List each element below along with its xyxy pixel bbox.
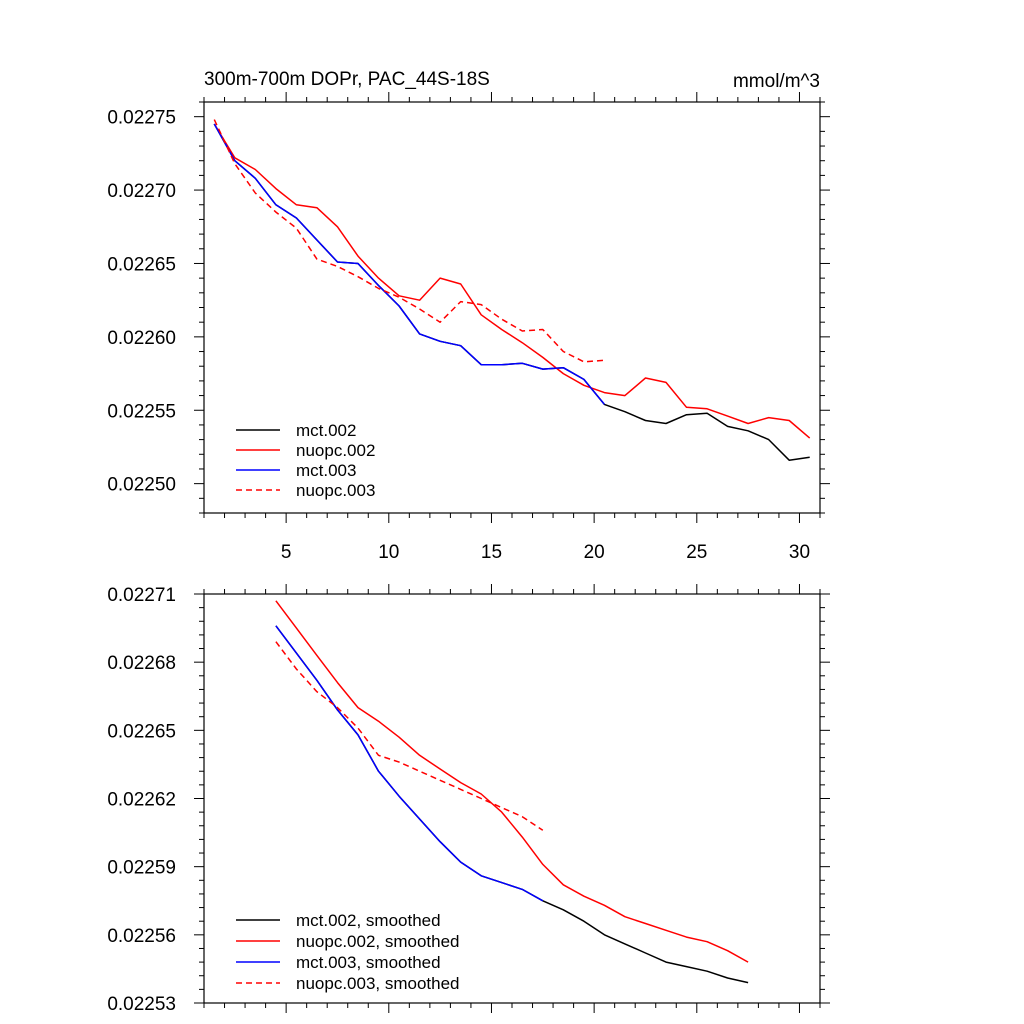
y-tick-label: 0.02275 bbox=[107, 108, 176, 129]
y-tick-label: 0.02260 bbox=[107, 328, 176, 349]
series-line-nuopc-002 bbox=[213, 123, 811, 439]
x-tick-label: 20 bbox=[584, 542, 605, 563]
series-line-nuopc-002-smoothed bbox=[275, 600, 749, 963]
y-tick-label: 0.02250 bbox=[107, 475, 176, 496]
legend-label: nuopc.002 bbox=[296, 441, 375, 460]
series-line-nuopc-003 bbox=[213, 119, 605, 363]
x-tick-label: 10 bbox=[378, 542, 399, 563]
y-tick-label: 0.02271 bbox=[107, 585, 176, 606]
series-line-mct-003-smoothed bbox=[275, 625, 544, 902]
series-line-nuopc-003-smoothed bbox=[275, 641, 544, 831]
bottom-legend: mct.002, smoothed nuopc.002, smoothed mct.… bbox=[236, 911, 460, 993]
bottom-ticks: 0.02253 0.02256 0.02259 0.02262 0.02265 0.022… bbox=[107, 584, 830, 1015]
top-series bbox=[213, 119, 811, 461]
x-tick-label: 30 bbox=[789, 542, 810, 563]
y-tick-label: 0.02262 bbox=[107, 790, 176, 811]
y-tick-label: 0.02255 bbox=[107, 401, 176, 422]
legend-label: mct.003, smoothed bbox=[296, 953, 441, 972]
legend-label: mct.002, smoothed bbox=[296, 911, 441, 930]
bottom-panel: 0.02253 0.02256 0.02259 0.02262 0.02265 0.022… bbox=[107, 584, 830, 1015]
legend-label: mct.002 bbox=[296, 421, 356, 440]
x-tick-label: 5 bbox=[281, 542, 292, 563]
y-tick-label: 0.02265 bbox=[107, 721, 176, 742]
y-tick-label: 0.02268 bbox=[107, 653, 176, 674]
top-chart-units: mmol/m^3 bbox=[733, 71, 820, 92]
legend-label: nuopc.002, smoothed bbox=[296, 932, 460, 951]
y-tick-label: 0.02259 bbox=[107, 858, 176, 879]
legend-label: mct.003 bbox=[296, 461, 356, 480]
bottom-series bbox=[275, 600, 749, 984]
legend-label: nuopc.003, smoothed bbox=[296, 974, 460, 993]
top-ticks: 5 10 15 20 25 30 0.02250 0.02255 0.02260 0.02265 0… bbox=[107, 92, 830, 563]
legend-label: nuopc.003 bbox=[296, 481, 375, 500]
x-tick-label: 15 bbox=[481, 542, 502, 563]
series-line-mct-002 bbox=[213, 123, 810, 461]
x-tick-label: 25 bbox=[686, 542, 707, 563]
top-panel: 300m-700m DOPr, PAC_44S-18S mmol/m^3 5 10… bbox=[107, 69, 830, 563]
y-tick-label: 0.02253 bbox=[107, 994, 176, 1015]
y-tick-label: 0.02270 bbox=[107, 181, 176, 202]
y-tick-label: 0.02265 bbox=[107, 254, 176, 275]
top-chart-title: 300m-700m DOPr, PAC_44S-18S bbox=[204, 69, 490, 90]
series-line-mct-003 bbox=[213, 123, 605, 405]
y-tick-label: 0.02256 bbox=[107, 926, 176, 947]
